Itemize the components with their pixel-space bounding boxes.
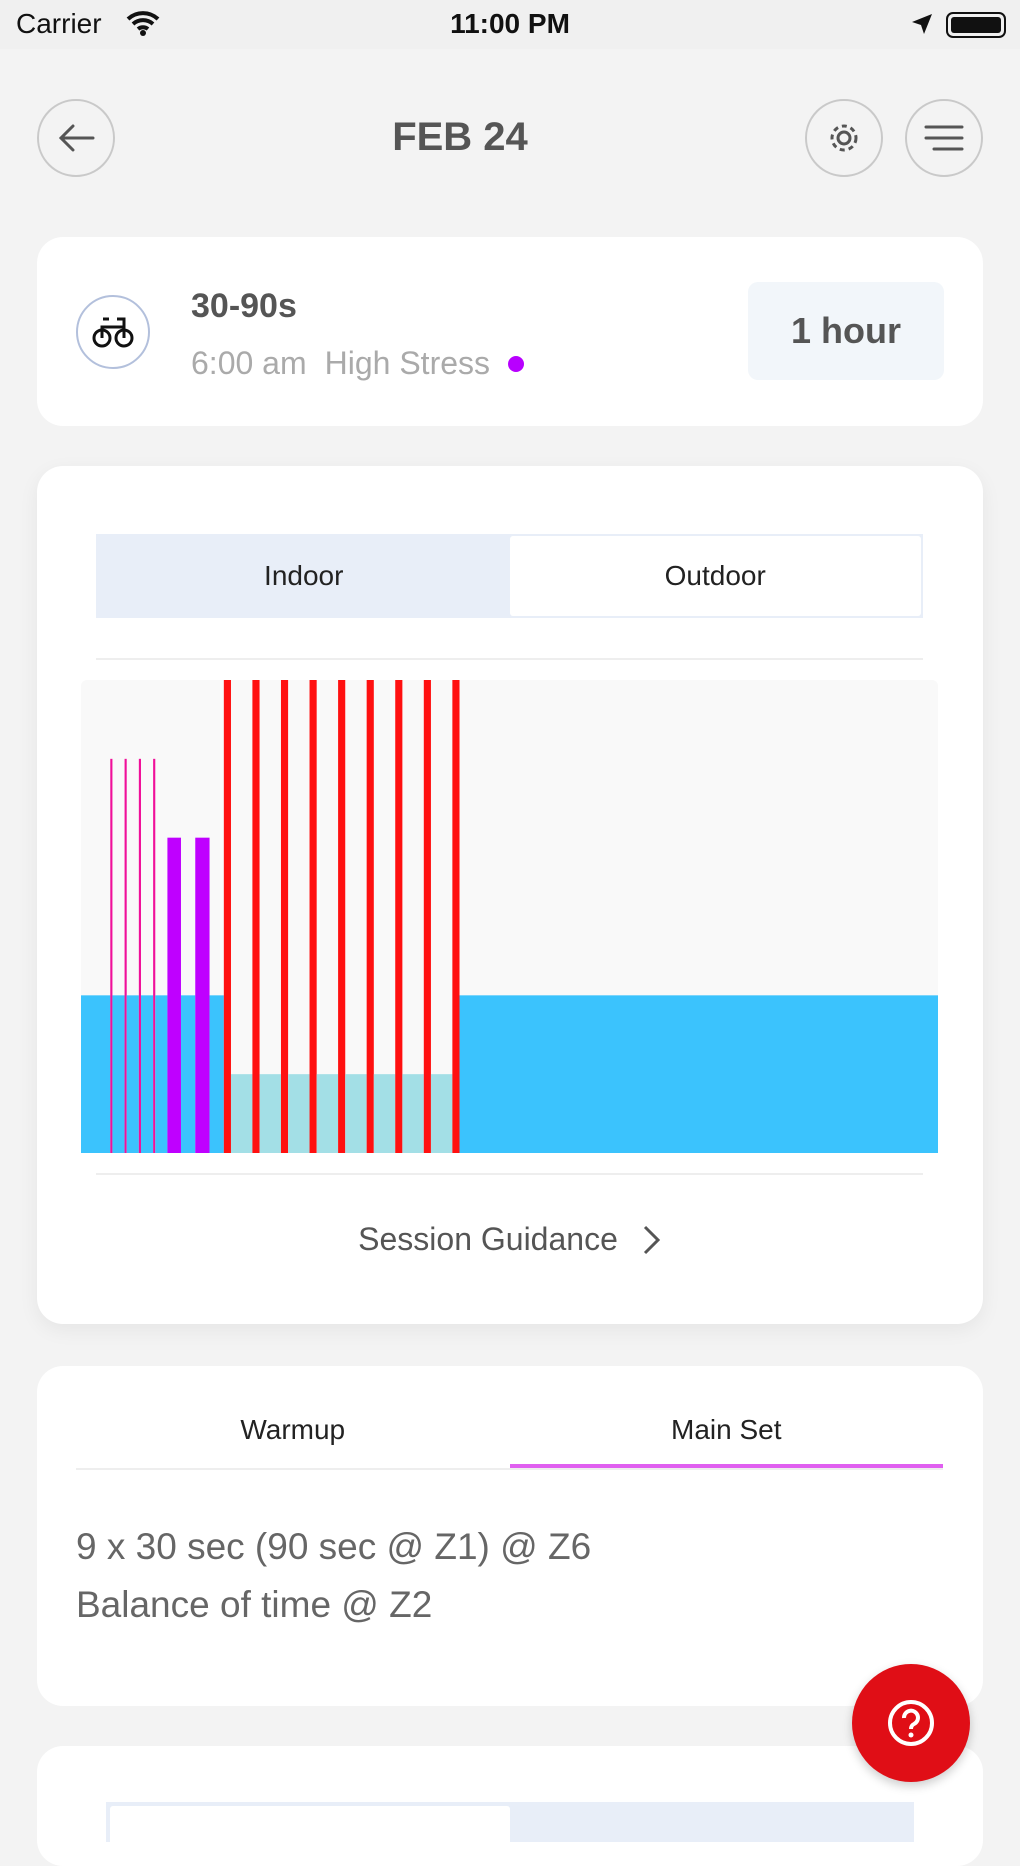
segment-bar-z1 [430, 1074, 453, 1153]
environment-toggle[interactable]: Indoor Outdoor [96, 534, 923, 618]
workout-chart [81, 680, 938, 1153]
chart-card: Indoor Outdoor Session Guidance [37, 466, 983, 1324]
next-card-toggle[interactable] [106, 1802, 914, 1846]
set-tabs: Warmup Main Set [76, 1406, 943, 1470]
divider [96, 1173, 923, 1175]
segment-bar-z6 [338, 680, 346, 1153]
segment-bar-z1 [402, 1074, 424, 1153]
set-description: 9 x 30 sec (90 sec @ Z1) @ Z6 Balance of… [76, 1518, 591, 1634]
segment-bar-z1 [259, 1074, 281, 1153]
clock: 11:00 PM [450, 8, 570, 39]
location-arrow-icon [912, 14, 932, 34]
segment-bar-z6 [395, 680, 403, 1153]
segment-bar-z5 [138, 758, 141, 1153]
workout-subtitle: 6:00 am High Stress [191, 345, 525, 382]
next-card [37, 1746, 983, 1866]
workout-title: 30-90s [191, 287, 297, 325]
segment-bar-z1 [373, 1074, 396, 1153]
segment-bar-z6 [223, 680, 231, 1153]
help-button[interactable] [852, 1664, 970, 1782]
segment-bar-z6 [366, 680, 374, 1153]
toggle-indoor[interactable]: Indoor [264, 560, 344, 591]
workout-type-badge [76, 295, 150, 369]
session-guidance-label: Session Guidance [358, 1221, 618, 1257]
segment-bar-z1 [345, 1074, 367, 1153]
duration-badge: 1 hour [748, 282, 944, 380]
segment-bar-z5 [153, 758, 156, 1153]
segment-bar-z2 [180, 995, 196, 1153]
chevron-right-icon [643, 1225, 660, 1254]
segment-bar-z4 [167, 837, 181, 1153]
set-line: 9 x 30 sec (90 sec @ Z1) @ Z6 [76, 1526, 592, 1567]
settings-button[interactable] [805, 99, 883, 177]
session-guidance-link[interactable]: Session Guidance [37, 1221, 983, 1258]
segment-bar-z5 [124, 758, 127, 1153]
status-bar: Carrier 11:00 PM [0, 0, 1020, 49]
segment-bar-z5 [110, 758, 113, 1153]
segment-bar-z2 [155, 995, 168, 1153]
carrier-label: Carrier [16, 8, 102, 39]
menu-button[interactable] [905, 99, 983, 177]
divider [96, 658, 923, 660]
menu-icon [924, 125, 964, 151]
toggle-outdoor[interactable]: Outdoor [509, 536, 921, 616]
battery-icon [946, 12, 1006, 38]
segment-bar-z2 [81, 995, 111, 1153]
segment-bar-z1 [316, 1074, 339, 1153]
stress-label: High Stress [324, 345, 491, 381]
back-button[interactable] [37, 99, 115, 177]
stress-dot [508, 355, 525, 372]
page-title: FEB 24 [392, 115, 528, 159]
workout-card[interactable]: 30-90s 6:00 am High Stress 1 hour [37, 237, 983, 426]
sets-card: Warmup Main Set 9 x 30 sec (90 sec @ Z1)… [37, 1366, 983, 1706]
segment-bar-z6 [423, 680, 431, 1153]
gear-icon [830, 124, 858, 152]
bike-icon [92, 317, 134, 348]
segment-bar-z1 [230, 1074, 253, 1153]
segment-bar-z6 [280, 680, 289, 1153]
tab-main-set[interactable]: Main Set [509, 1406, 943, 1468]
arrow-left-icon [58, 124, 95, 152]
segment-bar-z2 [459, 995, 938, 1153]
segment-bar-z2 [140, 995, 154, 1153]
help-icon [888, 1700, 934, 1746]
segment-bar-z1 [288, 1074, 310, 1153]
segment-bar-z2 [112, 995, 125, 1153]
wifi-icon [126, 11, 160, 36]
workout-time: 6:00 am [191, 345, 307, 381]
segment-bar-z6 [452, 680, 460, 1153]
segment-bar-z2 [126, 995, 139, 1153]
segment-bar-z6 [309, 680, 317, 1153]
segment-bar-z6 [252, 680, 260, 1153]
segment-bar-z2 [209, 995, 224, 1153]
tab-warmup[interactable]: Warmup [240, 1414, 346, 1445]
segment-bar-z4 [195, 837, 210, 1153]
set-line: Balance of time @ Z2 [76, 1584, 433, 1625]
